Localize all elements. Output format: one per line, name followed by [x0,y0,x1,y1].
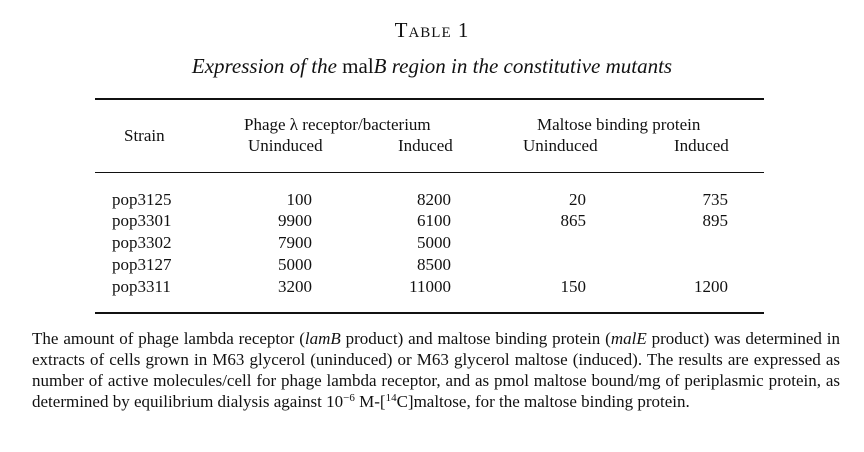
caption-gene: mal [342,54,374,78]
header-mbp-induced: Induced [674,136,729,155]
footnote-text-5: C]maltose, for the maltose binding prote… [396,392,690,411]
cell-mbp-uninduced: 150 [560,277,587,296]
header-phage-uninduced: Uninduced [248,136,323,155]
header-mbp-uninduced: Uninduced [523,136,598,155]
footnote-lamb-gene: lamB [304,329,341,348]
footnote-text-2: product) and maltose binding protein ( [340,329,611,348]
table-caption: Expression of the malB region in the con… [0,54,864,79]
cell-strain: pop3301 [112,211,172,230]
cell-phage-induced: 8500 [417,255,451,274]
top-rule [95,98,764,100]
cell-mbp-induced: 735 [702,190,729,209]
cell-phage-uninduced: 7900 [278,233,312,252]
cell-mbp-induced: 1200 [694,277,728,296]
header-strain: Strain [124,126,165,145]
cell-phage-uninduced: 100 [286,190,313,209]
footnote-text-3: product) was determined in extracts of c… [32,329,841,411]
cell-phage-uninduced: 3200 [278,277,312,296]
header-rule [95,172,764,173]
cell-mbp-uninduced: 20 [569,190,586,209]
cell-strain: pop3302 [112,233,172,252]
table-label: Table 1 [394,18,470,42]
cell-phage-induced: 5000 [417,233,451,252]
cell-strain: pop3311 [112,277,171,296]
footnote-isotope: 14 [385,392,397,404]
footnote-text-4: M-[ [354,392,386,411]
caption-part2: region in the constitutive mutants [386,54,673,78]
footnote-exponent: −6 [343,392,355,404]
cell-phage-uninduced: 5000 [278,255,312,274]
caption-gene-letter: B [373,54,387,78]
header-phage-induced: Induced [398,136,453,155]
footnote-text-1: The amount of phage lambda receptor ( [32,329,305,348]
cell-phage-induced: 8200 [417,190,451,209]
cell-mbp-uninduced: 865 [560,211,587,230]
table-footnote: The amount of phage lambda receptor (lam… [32,328,840,412]
header-maltose-binding-protein: Maltose binding protein [537,115,701,134]
cell-mbp-induced: 895 [702,211,729,230]
footnote-male-gene: malE [610,329,647,348]
header-phage-receptor: Phage λ receptor/bacterium [244,115,431,134]
caption-part1: Expression of the [191,54,343,78]
bottom-rule [95,312,764,314]
cell-strain: pop3127 [112,255,172,274]
cell-phage-uninduced: 9900 [278,211,312,230]
cell-strain: pop3125 [112,190,172,209]
cell-phage-induced: 6100 [417,211,451,230]
cell-phage-induced: 11000 [409,277,451,296]
